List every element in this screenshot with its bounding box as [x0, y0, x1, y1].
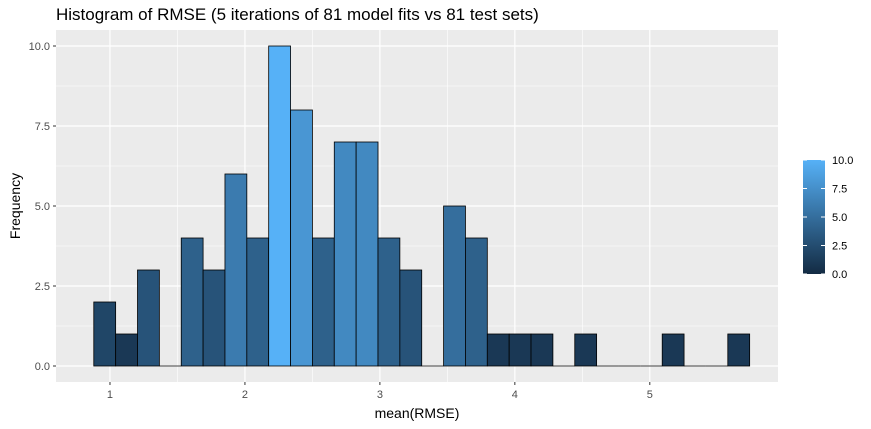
- histogram-bar: [115, 333, 138, 367]
- x-axis-ticks: 1 2 3 4 5: [107, 382, 653, 401]
- histogram-bar: [180, 237, 204, 367]
- histogram-bar: [202, 269, 226, 367]
- bars-group: [93, 45, 751, 367]
- histogram-bar: [137, 269, 160, 367]
- histogram-bar: [574, 333, 598, 367]
- histogram-bar: [93, 301, 117, 367]
- histogram-bar: [443, 205, 466, 367]
- histogram-bar: [246, 237, 270, 367]
- legend-label: 5.0: [832, 212, 847, 224]
- y-tick-label: 7.5: [35, 121, 50, 133]
- histogram-bar: [661, 333, 685, 367]
- y-tick-label: 5.0: [35, 201, 50, 213]
- x-tick-label: 4: [512, 389, 518, 401]
- x-tick-label: 2: [242, 389, 248, 401]
- histogram-bar: [399, 269, 423, 367]
- histogram-bar: [508, 333, 532, 367]
- y-axis-ticks: 0.0 2.5 5.0 7.5 10.0: [29, 41, 56, 373]
- legend-label: 2.5: [832, 241, 847, 253]
- legend-label: 7.5: [832, 184, 847, 196]
- legend-ticks: 10.0 7.5 5.0 2.5 0.0: [803, 155, 853, 281]
- y-tick-label: 0.0: [35, 361, 50, 373]
- histogram-bar: [290, 109, 313, 367]
- y-axis-title: Frequency: [7, 173, 23, 239]
- histogram-bar: [333, 141, 357, 367]
- histogram-bar: [727, 333, 751, 367]
- histogram-bar: [312, 237, 335, 367]
- x-tick-label: 5: [647, 389, 653, 401]
- histogram-bar: [268, 45, 291, 367]
- chart-title: Histogram of RMSE (5 iterations of 81 mo…: [56, 5, 539, 24]
- y-tick-label: 10.0: [29, 41, 50, 53]
- x-tick-label: 1: [107, 389, 113, 401]
- histogram-bar: [355, 141, 379, 367]
- histogram-bar: [377, 237, 401, 367]
- fill-legend: 10.0 7.5 5.0 2.5 0.0: [803, 155, 853, 281]
- histogram-bar: [486, 333, 510, 367]
- legend-colorbar: [803, 160, 825, 274]
- legend-label: 10.0: [832, 155, 853, 167]
- x-tick-label: 3: [377, 389, 383, 401]
- histogram-bar: [530, 333, 554, 367]
- histogram-bar: [465, 237, 488, 367]
- x-axis-title: mean(RMSE): [375, 405, 460, 421]
- legend-label: 0.0: [832, 269, 847, 281]
- y-tick-label: 2.5: [35, 281, 50, 293]
- histogram-bar: [224, 173, 248, 367]
